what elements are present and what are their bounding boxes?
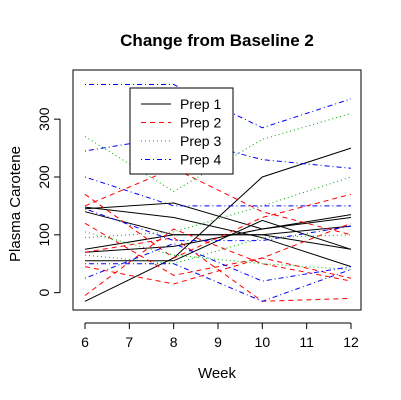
series-4-line-4 [84, 242, 352, 282]
x-axis-label: Week [198, 365, 237, 382]
x-tick-label-7: 7 [125, 334, 133, 350]
axes: 6 7 8 9 10 11 12 0 100 200 300 [36, 107, 359, 350]
series-3-line-1 [84, 112, 352, 192]
series-2-line-6 [84, 222, 352, 276]
legend-label-1: Prep 1 [180, 96, 221, 112]
series-1-line-1 [84, 147, 352, 302]
legend: Prep 1 Prep 2 Prep 3 Prep 4 [129, 87, 234, 175]
series-1-line-6 [84, 211, 352, 250]
series-2-line-5 [84, 237, 352, 302]
x-tick-label-12: 12 [343, 334, 359, 350]
plot-frame [72, 69, 362, 311]
y-axis-label: Plasma Carotene [7, 146, 24, 262]
series-3-line-3 [84, 231, 352, 270]
legend-label-3: Prep 3 [180, 133, 221, 149]
series-4-line-2 [84, 135, 352, 169]
x-tick-label-11: 11 [299, 334, 314, 350]
chart-title: Change from Baseline 2 [120, 31, 314, 50]
x-tick-label-8: 8 [170, 334, 178, 350]
y-tick-label-0: 0 [36, 289, 52, 297]
series-1-line-3 [84, 206, 352, 268]
series-2-line-3 [84, 228, 352, 296]
series-2-line-4 [84, 257, 352, 285]
series-4-line-5 [85, 263, 352, 302]
series-1-line-2 [84, 202, 352, 230]
series-3-line-2 [84, 176, 352, 239]
y-tick-label-100: 100 [36, 223, 52, 247]
legend-box [129, 87, 234, 175]
series-4-line-6 [84, 208, 352, 242]
series-2-line-2 [84, 167, 352, 236]
x-tick-label-10: 10 [255, 334, 271, 350]
x-tick-label-6: 6 [81, 334, 89, 350]
series-4-line-3 [84, 176, 351, 207]
legend-label-4: Prep 4 [180, 152, 221, 168]
y-tick-label-300: 300 [36, 107, 52, 131]
series-2-line-1 [84, 193, 352, 259]
legend-label-2: Prep 2 [180, 115, 221, 131]
x-tick-label-9: 9 [214, 334, 222, 350]
y-tick-label-200: 200 [36, 165, 52, 189]
series-3-line-4 [84, 234, 352, 265]
